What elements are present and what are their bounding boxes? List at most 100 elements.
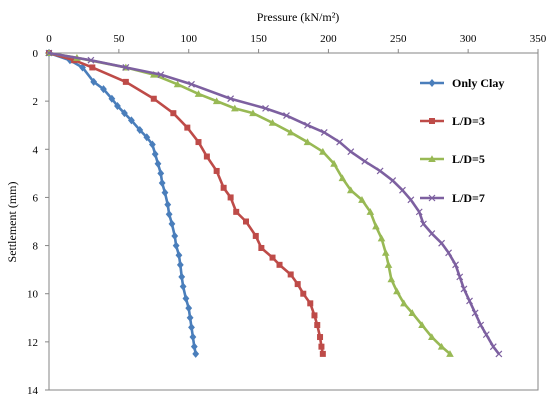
- data-point: [338, 174, 347, 182]
- data-point: [258, 244, 265, 251]
- data-point: [158, 178, 166, 187]
- series-2: [46, 50, 326, 357]
- data-point: [252, 232, 259, 239]
- data-point: [287, 271, 294, 278]
- legend-marker: [428, 194, 436, 202]
- y-axis-title: Settlement (mm): [5, 182, 19, 263]
- data-point: [376, 167, 384, 175]
- legend: Only Clay L/D=3 L/D=5 L/D=7: [420, 76, 504, 205]
- data-point: [45, 49, 53, 57]
- data-point: [283, 112, 290, 120]
- data-point: [358, 196, 366, 203]
- x-tick-label: 50: [113, 33, 125, 45]
- data-point: [269, 254, 276, 261]
- data-point: [171, 231, 179, 240]
- data-point: [471, 309, 479, 317]
- data-point: [381, 248, 390, 256]
- y-tick-label: 10: [27, 289, 39, 301]
- y-tick-label: 0: [33, 48, 39, 60]
- data-point: [456, 273, 464, 281]
- data-point: [121, 109, 128, 118]
- data-point: [114, 101, 121, 110]
- y-tick-label: 6: [33, 192, 39, 204]
- data-point: [164, 200, 172, 209]
- y-tick-label: 4: [33, 144, 39, 156]
- data-point: [161, 188, 169, 197]
- data-point: [122, 78, 129, 85]
- legend-label: Only Clay: [452, 76, 504, 90]
- data-point: [143, 133, 151, 142]
- data-point: [384, 261, 393, 268]
- data-point: [148, 140, 156, 149]
- data-point: [408, 309, 417, 316]
- data-point: [128, 116, 135, 125]
- legend-entry: L/D=3: [420, 114, 485, 128]
- data-point: [190, 342, 198, 351]
- data-point: [366, 208, 375, 215]
- series-4: [45, 49, 503, 358]
- data-point: [445, 249, 453, 257]
- data-point: [188, 323, 195, 332]
- data-point: [182, 294, 190, 303]
- series-3: [45, 49, 454, 357]
- data-point: [100, 85, 107, 94]
- x-tick-label: 0: [46, 33, 52, 45]
- data-point: [151, 150, 159, 159]
- data-point: [446, 350, 454, 357]
- data-point: [157, 169, 165, 178]
- series-line: [48, 51, 500, 355]
- data-point: [90, 77, 98, 86]
- x-tick-label: 150: [250, 33, 267, 45]
- data-point: [186, 313, 194, 322]
- data-point: [319, 350, 326, 357]
- data-point: [233, 208, 240, 215]
- data-point: [170, 110, 177, 117]
- legend-entry: L/D=7: [420, 191, 485, 205]
- data-point: [188, 80, 195, 88]
- data-point: [194, 90, 203, 97]
- data-point: [175, 251, 183, 260]
- data-point: [387, 275, 396, 283]
- data-point: [242, 218, 249, 225]
- data-point: [227, 95, 235, 103]
- data-point: [79, 63, 86, 72]
- data-point: [303, 138, 312, 146]
- x-tick-label: 100: [180, 33, 197, 45]
- legend-entry: Only Clay: [420, 76, 504, 90]
- data-point: [346, 186, 355, 194]
- legend-entry: L/D=5: [420, 152, 485, 166]
- data-point: [452, 261, 459, 269]
- data-point: [276, 261, 283, 268]
- data-point: [314, 322, 321, 329]
- data-point: [108, 94, 116, 103]
- data-point: [407, 196, 415, 204]
- y-tick-label: 2: [33, 96, 39, 108]
- data-point: [415, 208, 423, 216]
- legend-label: L/D=5: [452, 152, 485, 166]
- data-point: [418, 321, 426, 329]
- data-point: [176, 260, 184, 269]
- x-axis-title: Pressure (kN/m²): [257, 10, 340, 24]
- data-point: [212, 97, 221, 105]
- data-point: [482, 331, 490, 339]
- series-lines: [45, 49, 503, 358]
- data-point: [231, 104, 239, 112]
- data-point: [203, 153, 210, 160]
- data-point: [286, 128, 295, 136]
- series-line: [48, 51, 197, 355]
- data-point: [330, 159, 338, 167]
- data-point: [136, 126, 144, 135]
- legend-marker: [429, 118, 435, 124]
- data-point: [336, 138, 344, 146]
- data-point: [400, 299, 408, 307]
- data-point: [317, 334, 324, 341]
- data-point: [192, 349, 200, 358]
- data-point: [437, 342, 446, 350]
- data-point: [477, 321, 485, 329]
- data-point: [87, 56, 95, 64]
- data-point: [172, 241, 180, 250]
- data-point: [220, 184, 227, 191]
- data-point: [173, 80, 182, 88]
- data-point: [311, 312, 318, 319]
- series-1: [45, 49, 200, 358]
